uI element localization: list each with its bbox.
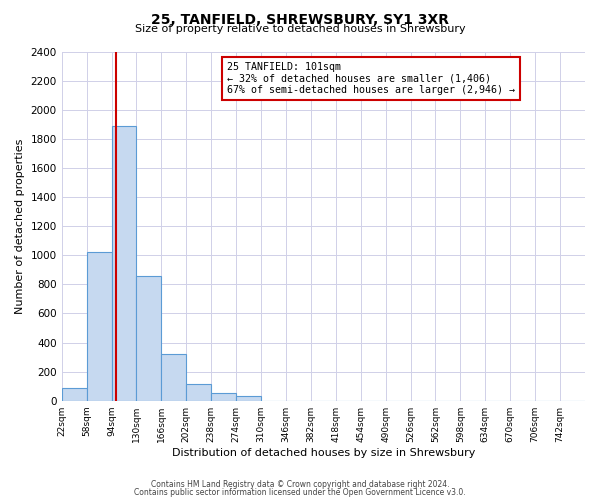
Text: Contains HM Land Registry data © Crown copyright and database right 2024.: Contains HM Land Registry data © Crown c… (151, 480, 449, 489)
Bar (236, 396, 261, 400)
Text: Contains public sector information licensed under the Open Government Licence v3: Contains public sector information licen… (134, 488, 466, 497)
Bar (86, 252, 112, 400)
Text: 25, TANFIELD, SHREWSBURY, SY1 3XR: 25, TANFIELD, SHREWSBURY, SY1 3XR (151, 12, 449, 26)
Y-axis label: Number of detached properties: Number of detached properties (15, 138, 25, 314)
Bar (186, 384, 211, 400)
Bar (112, 126, 136, 400)
Bar (211, 394, 236, 400)
Bar (136, 276, 161, 400)
X-axis label: Distribution of detached houses by size in Shrewsbury: Distribution of detached houses by size … (172, 448, 475, 458)
Text: Size of property relative to detached houses in Shrewsbury: Size of property relative to detached ho… (134, 24, 466, 34)
Bar (161, 354, 186, 401)
Bar (62, 388, 86, 400)
Text: 25 TANFIELD: 101sqm
← 32% of detached houses are smaller (1,406)
67% of semi-det: 25 TANFIELD: 101sqm ← 32% of detached ho… (227, 62, 515, 95)
